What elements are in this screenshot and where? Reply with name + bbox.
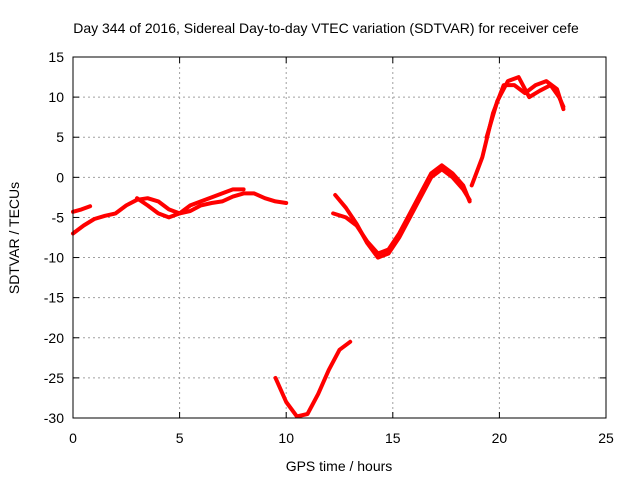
y-tick-label-7: 5 [56,129,64,145]
y-tick-label-0: -30 [44,410,64,426]
x-tick-label-5: 25 [598,430,614,446]
x-tick-label-3: 15 [385,430,401,446]
y-tick-label-3: -15 [44,290,64,306]
x-tick-label-1: 5 [176,430,184,446]
y-tick-label-5: -5 [52,209,65,225]
grid [73,57,606,418]
x-tick-label-4: 20 [492,430,508,446]
x-tick-label-2: 10 [278,430,294,446]
chart-title: Day 344 of 2016, Sidereal Day-to-day VTE… [73,20,579,36]
y-tick-label-9: 15 [48,49,64,65]
plot-frame [72,56,607,419]
x-tick-labels: 0 5 10 15 20 25 [69,430,614,446]
x-axis-title: GPS time / hours [286,458,393,474]
series-line-arc-4 [273,339,353,419]
series-line-arc-2 [71,204,93,214]
series-group [71,75,566,419]
y-tick-label-1: -25 [44,370,64,386]
tick-marks [72,56,607,419]
series-line-arc-3 [135,187,246,220]
y-tick-label-8: 10 [48,89,64,105]
series-line-arc-5 [331,163,472,256]
series-line-arc-8 [484,75,566,140]
y-tick-label-6: 0 [56,169,64,185]
y-axis-title: SDTVAR / TECUs [6,182,22,294]
series-line-arc-6 [333,167,472,260]
y-tick-label-4: -10 [44,250,64,266]
x-tick-label-0: 0 [69,430,77,446]
y-tick-labels: -30 -25 -20 -15 -10 -5 0 5 10 15 [44,49,64,426]
y-tick-label-2: -20 [44,330,64,346]
